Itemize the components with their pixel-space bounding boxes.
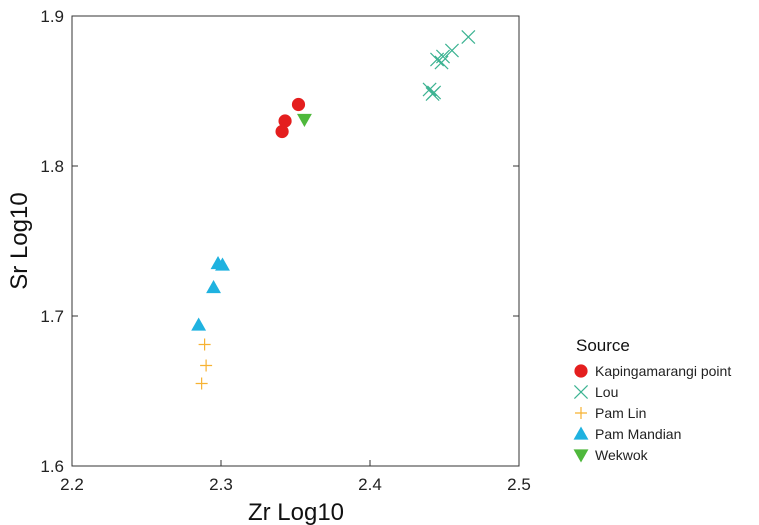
data-point — [215, 257, 230, 271]
data-point — [275, 124, 289, 139]
y-tick-label: 1.6 — [40, 457, 64, 476]
data-points — [191, 29, 476, 390]
legend-marker — [574, 364, 588, 378]
y-tick-label: 1.7 — [40, 307, 64, 326]
x-axis-title: Zr Log10 — [248, 499, 344, 525]
data-point — [422, 82, 437, 97]
legend-marker — [573, 384, 589, 400]
legend-label: Pam Mandian — [595, 426, 681, 442]
data-point — [191, 317, 207, 331]
data-point — [206, 280, 221, 294]
axis-tick-labels: 2.2 2.3 2.4 2.5 1.6 1.7 1.8 1.9 — [40, 7, 530, 494]
x-tick-label: 2.2 — [60, 475, 84, 494]
data-point — [435, 49, 451, 64]
data-point — [444, 43, 459, 58]
x-tick-label: 2.5 — [507, 475, 531, 494]
data-point — [434, 55, 449, 70]
legend-marker — [573, 449, 589, 463]
data-point — [195, 377, 208, 390]
x-tick-label: 2.3 — [209, 475, 233, 494]
data-point — [297, 113, 312, 127]
legend-label: Lou — [595, 384, 618, 400]
data-point — [427, 85, 442, 100]
legend-label: Wekwok — [595, 447, 649, 463]
legend-marker — [575, 407, 587, 419]
axis-ticks — [71, 15, 520, 467]
data-point — [461, 29, 476, 45]
data-point — [200, 359, 213, 372]
legend-title: Source — [576, 336, 630, 355]
y-tick-label: 1.8 — [40, 157, 64, 176]
plot-frame — [71, 15, 520, 467]
legend: Source Kapingamarangi point Lou Pam Lin Pam… — [573, 336, 731, 463]
x-tick-label: 2.4 — [358, 475, 382, 494]
data-point — [198, 338, 211, 351]
data-point — [278, 114, 292, 128]
y-tick-label: 1.9 — [40, 7, 64, 26]
legend-marker — [573, 426, 589, 440]
y-axis-title: Sr Log10 — [6, 192, 33, 289]
legend-label: Kapingamarangi point — [595, 363, 731, 379]
data-point — [291, 97, 306, 112]
legend-label: Pam Lin — [595, 405, 646, 421]
